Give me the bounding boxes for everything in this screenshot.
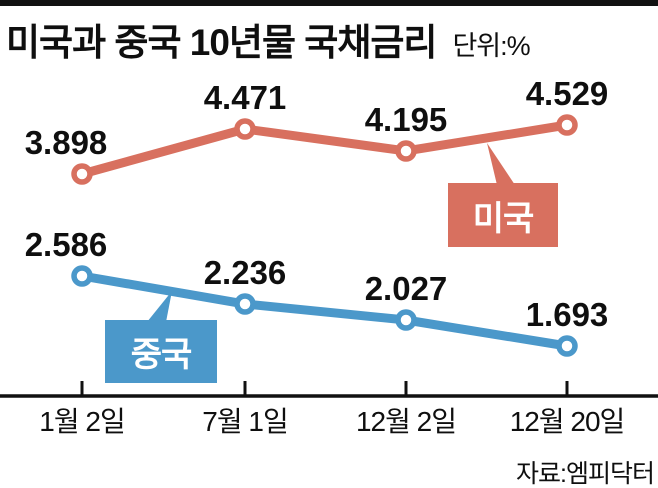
us-value-label-0: 3.898 bbox=[25, 124, 108, 161]
us-series-label-box: 미국 bbox=[448, 183, 558, 247]
x-tick-label-0: 1월 2일 bbox=[39, 406, 124, 437]
china-point-2 bbox=[395, 309, 417, 331]
us-series-label: 미국 bbox=[472, 199, 535, 238]
china-point-3 bbox=[556, 335, 578, 357]
us-point-1 bbox=[234, 118, 256, 140]
us-value-label-1: 4.471 bbox=[204, 79, 287, 116]
us-value-label-3: 4.529 bbox=[526, 75, 609, 112]
x-tick-label-2: 12월 2일 bbox=[356, 406, 456, 437]
us-line bbox=[77, 120, 572, 179]
china-series-label: 중국 bbox=[130, 336, 193, 374]
us-point-0 bbox=[71, 163, 93, 185]
top-rule bbox=[0, 0, 658, 6]
china-point-1 bbox=[234, 293, 256, 315]
x-tick-label-3: 12월 20일 bbox=[510, 406, 625, 437]
china-point-0 bbox=[71, 265, 93, 287]
unit-label: 단위:% bbox=[452, 31, 530, 61]
china-line bbox=[77, 271, 572, 351]
source-credit: 자료:엠피닥터 bbox=[516, 460, 655, 488]
chart-title: 미국과 중국 10년물 국채금리 bbox=[6, 22, 437, 63]
us-value-label-2: 4.195 bbox=[365, 101, 448, 138]
china-value-label-0: 2.586 bbox=[25, 226, 108, 263]
china-value-label-1: 2.236 bbox=[204, 254, 287, 291]
us-callout-pointer bbox=[487, 143, 515, 185]
us-point-2 bbox=[395, 140, 417, 162]
china-series-label-box: 중국 bbox=[105, 320, 217, 383]
china-value-label-3: 1.693 bbox=[526, 296, 609, 333]
china-value-label-2: 2.027 bbox=[365, 270, 448, 307]
us-point-3 bbox=[556, 114, 578, 136]
china-callout-pointer bbox=[147, 291, 172, 322]
chart-header: 미국과 중국 10년물 국채금리 단위:% bbox=[6, 12, 531, 66]
x-tick-label-1: 7월 1일 bbox=[202, 406, 287, 437]
